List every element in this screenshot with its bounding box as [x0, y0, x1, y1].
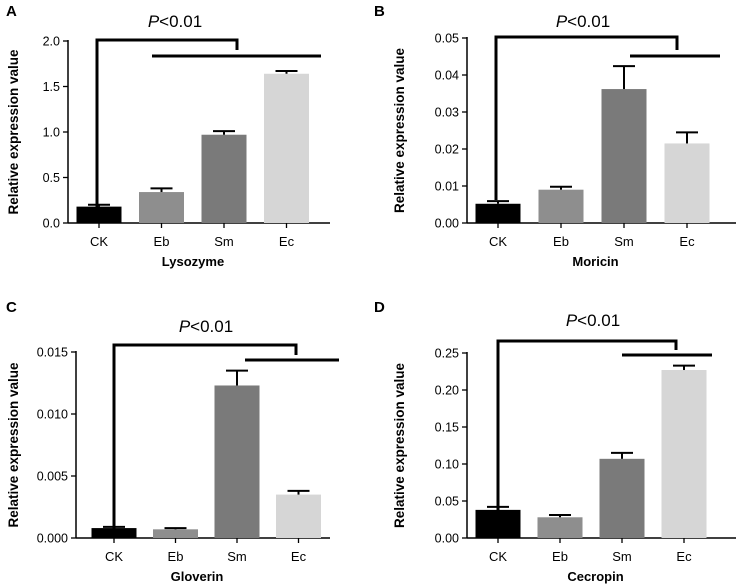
y-tick-label: 0.25	[435, 347, 459, 361]
x-axis-title: Gloverin	[171, 569, 224, 584]
p-letter: P	[556, 12, 568, 31]
significance-label: P<0.01	[566, 311, 620, 330]
category-label-sm: Sm	[227, 549, 247, 564]
y-tick-label: 0.00	[435, 217, 459, 231]
category-label-eb: Eb	[168, 549, 184, 564]
p-threshold: <0.01	[159, 12, 202, 31]
y-tick-label: 0.04	[435, 69, 459, 83]
y-tick-label: 0.15	[435, 421, 459, 435]
bar-sm	[214, 385, 260, 538]
p-letter: P	[148, 12, 160, 31]
bar-ck	[91, 528, 137, 538]
panel-letter: B	[374, 3, 385, 20]
bar-ec	[664, 143, 710, 223]
y-tick-label: 0.00	[435, 532, 459, 546]
chart-panel-c: C 0.000 0.005 0.010 0.015 Relative expression…	[6, 299, 339, 584]
y-tick-label: 0.005	[37, 470, 68, 484]
y-axis-title: Relative expression value	[392, 47, 407, 213]
category-label-ec: Ec	[676, 549, 692, 564]
p-threshold: <0.01	[567, 12, 610, 31]
significance-bracket	[112, 343, 298, 533]
panel-letter: C	[6, 299, 17, 316]
y-tick-label: 1.5	[43, 80, 60, 94]
p-threshold: <0.01	[190, 317, 233, 336]
chart-panel-d: D 0.00 0.05 0.10 0.15 0.20 0.25 Relative expres…	[374, 299, 736, 584]
y-tick-label: 0.0	[43, 217, 60, 231]
significance-bracket	[494, 35, 679, 200]
p-letter: P	[566, 311, 578, 330]
bar-ck	[475, 203, 521, 223]
y-tick-label: 0.10	[435, 458, 459, 472]
category-label-ck: CK	[489, 549, 507, 564]
significance-label: P<0.01	[148, 12, 202, 31]
y-tick-label: 2.0	[43, 35, 60, 49]
y-tick-label: 0.5	[43, 171, 60, 185]
y-tick-label: 0.20	[435, 384, 459, 398]
bar-ck	[76, 206, 122, 223]
category-label-eb: Eb	[154, 234, 170, 249]
panel-letter: A	[6, 3, 17, 20]
category-label-sm: Sm	[614, 234, 634, 249]
bar-eb	[538, 189, 584, 223]
y-tick-label: 0.010	[37, 408, 68, 422]
category-label-ck: CK	[90, 234, 108, 249]
bar-sm	[601, 89, 647, 223]
x-axis-title: Moricin	[572, 254, 618, 269]
category-label-ec: Ec	[279, 234, 295, 249]
bar-sm	[599, 458, 645, 538]
significance-bracket	[95, 38, 239, 208]
y-tick-label: 0.000	[37, 532, 68, 546]
y-tick-label: 0.01	[435, 180, 459, 194]
significance-bracket	[496, 339, 678, 517]
y-tick-label: 0.015	[37, 346, 68, 360]
chart-panel-b: B 0.00 0.01 0.02 0.03 0.04 0.05 Relative expres…	[374, 3, 736, 269]
bar-ec	[661, 370, 707, 538]
y-axis-title: Relative expression value	[6, 362, 21, 528]
bar-ec	[276, 494, 321, 538]
category-label-ec: Ec	[679, 234, 695, 249]
x-axis-title: Cecropin	[567, 569, 623, 584]
p-letter: P	[179, 317, 191, 336]
category-label-sm: Sm	[214, 234, 234, 249]
y-tick-label: 1.0	[43, 126, 60, 140]
y-axis-title: Relative expression value	[392, 362, 407, 528]
bar-eb	[153, 529, 198, 538]
x-axis-title: Lysozyme	[162, 254, 224, 269]
category-label-ck: CK	[489, 234, 507, 249]
category-label-ck: CK	[105, 549, 123, 564]
panel-letter: D	[374, 299, 385, 316]
category-label-ec: Ec	[291, 549, 307, 564]
bar-eb	[139, 192, 184, 223]
category-label-eb: Eb	[552, 549, 568, 564]
significance-label: P<0.01	[556, 12, 610, 31]
y-axis-title: Relative expression value	[6, 49, 21, 215]
category-label-sm: Sm	[612, 549, 632, 564]
y-tick-label: 0.02	[435, 143, 459, 157]
chart-panel-a: A 0.0 0.5 1.0 1.5 2.0 Relative expression valu…	[6, 3, 330, 269]
p-threshold: <0.01	[577, 311, 620, 330]
y-tick-label: 0.05	[435, 32, 459, 46]
y-tick-label: 0.03	[435, 106, 459, 120]
bar-sm	[201, 134, 247, 223]
bar-eb	[537, 517, 583, 538]
y-tick-label: 0.05	[435, 495, 459, 509]
significance-label: P<0.01	[179, 317, 233, 336]
category-label-eb: Eb	[553, 234, 569, 249]
bar-ec	[264, 73, 309, 223]
